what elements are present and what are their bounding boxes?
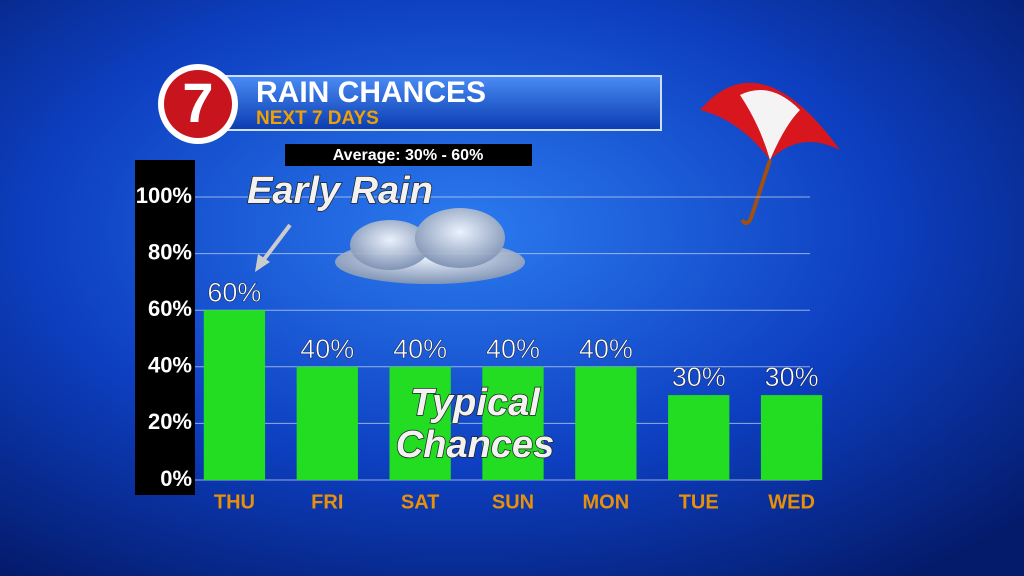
chart-subtitle: NEXT 7 DAYS xyxy=(256,108,379,129)
annotation: Early Rain xyxy=(247,170,433,212)
annotation-arrowhead xyxy=(255,254,270,272)
x-tick-label: WED xyxy=(768,491,815,513)
annotation: Chances xyxy=(396,424,554,466)
umbrella-icon xyxy=(700,82,840,225)
y-tick-label: 20% xyxy=(148,409,192,434)
chart-title: RAIN CHANCES xyxy=(256,76,486,109)
title-banner xyxy=(194,75,662,131)
value-label: 60% xyxy=(207,277,261,307)
bar xyxy=(668,395,730,480)
value-label: 30% xyxy=(672,362,726,392)
annotation-arrow xyxy=(260,223,292,264)
y-tick-label: 40% xyxy=(148,353,192,378)
value-label: 40% xyxy=(486,334,540,364)
value-label: 30% xyxy=(765,362,819,392)
bar xyxy=(760,395,823,480)
cloud-icon xyxy=(335,208,525,284)
note: Average: 30% - 60% xyxy=(333,147,484,164)
axis-strip xyxy=(135,160,195,495)
value-label: 40% xyxy=(393,334,447,364)
x-tick-label: MON xyxy=(583,491,630,513)
bar xyxy=(482,366,544,480)
x-tick-label: FRI xyxy=(311,491,343,513)
bar xyxy=(203,310,266,480)
logo: 7 xyxy=(182,71,213,134)
x-tick-label: SUN xyxy=(492,491,534,513)
bar xyxy=(296,366,358,480)
annotation: Typical xyxy=(410,382,541,424)
x-tick-label: TUE xyxy=(679,491,719,513)
logo-disc xyxy=(164,70,232,138)
note-box xyxy=(285,144,532,166)
y-tick-label: 100% xyxy=(136,183,192,208)
bar xyxy=(575,366,637,480)
x-tick-label: THU xyxy=(214,491,255,513)
y-tick-label: 80% xyxy=(148,239,192,264)
y-tick-label: 0% xyxy=(160,466,192,491)
y-tick-label: 60% xyxy=(148,296,192,321)
x-tick-label: SAT xyxy=(401,491,440,513)
value-label: 40% xyxy=(300,334,354,364)
bar xyxy=(389,366,451,480)
value-label: 40% xyxy=(579,334,633,364)
